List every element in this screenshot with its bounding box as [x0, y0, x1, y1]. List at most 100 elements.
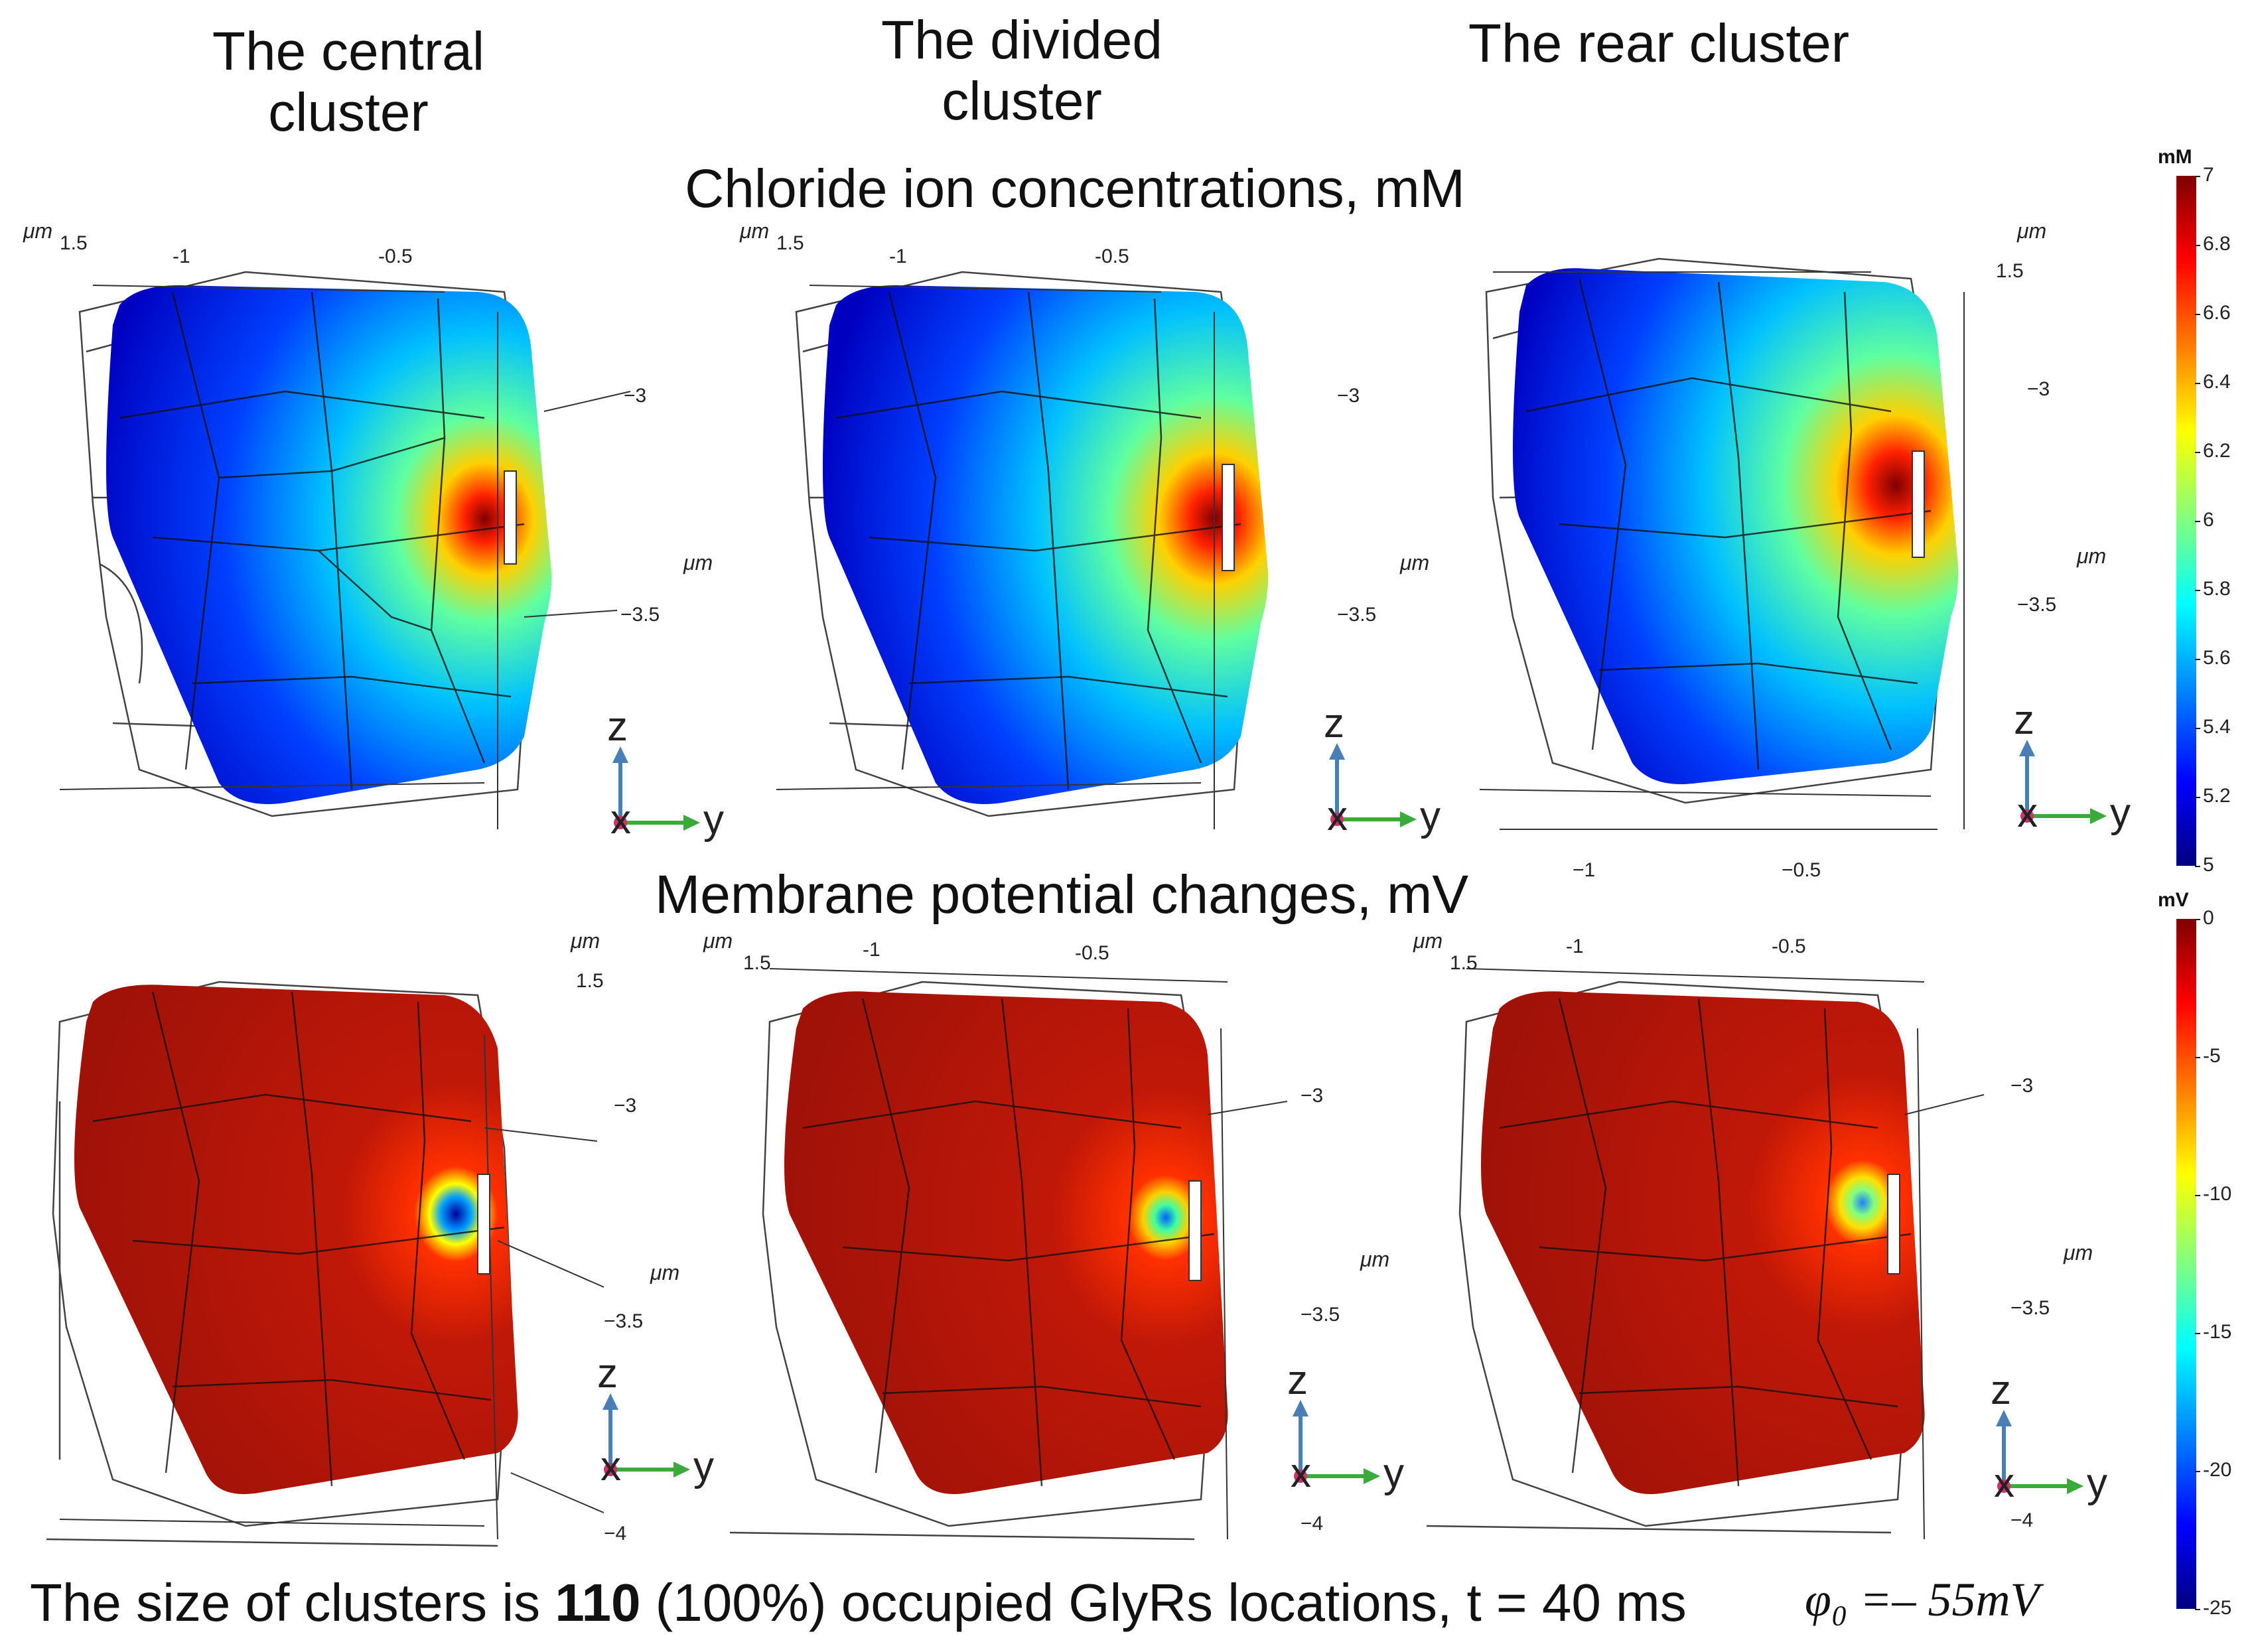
tick-y-neg05: -0.5 [1772, 935, 1806, 957]
tick-z-neg3: −3 [614, 1095, 637, 1117]
axis-triad: z x y [1997, 697, 2150, 843]
colorbar-chloride-gradient [2176, 176, 2196, 866]
axis-triad: z x y [1307, 700, 1460, 846]
colorbar-potential-tick-label: -10 [2203, 1183, 2232, 1205]
colorbar-chloride-tick-mark [2195, 521, 2200, 522]
panel-potential-rear: μm 1.5 -1 -0.5 −3 μm −3.5 −4 [1400, 929, 2097, 1566]
triad-z-label: z [607, 704, 628, 750]
row-title-potential: Membrane potential changes, mV [654, 864, 1469, 925]
potential-central-plot [46, 981, 604, 1547]
unit-label: μm [740, 219, 770, 243]
tick-z-neg35: −3.5 [1301, 1304, 1340, 1326]
chloride-rear-plot [1479, 257, 1965, 830]
triad-y-label: y [1420, 793, 1441, 839]
colorbar-chloride-tick-label: 7 [2203, 164, 2214, 186]
tick-y-neg1: -1 [1566, 935, 1584, 957]
colorbar-chloride-tick-mark [2195, 245, 2200, 246]
colorbar-chloride-tick-mark [2195, 659, 2200, 660]
unit-label: μm [2064, 1241, 2093, 1265]
colorbar-chloride-tick-label: 6.4 [2203, 371, 2231, 393]
triad-z-label: z [1287, 1357, 1308, 1403]
colorbar-chloride-tick-mark [2195, 590, 2200, 591]
tick-y-neg1: -1 [173, 245, 190, 267]
triad-y-label: y [2110, 790, 2131, 836]
triad-x-label: x [1327, 793, 1348, 839]
row-title-chloride: Chloride ion concentrations, mM [685, 159, 1465, 219]
triad-y-label: y [2087, 1460, 2107, 1506]
tick-y-neg05: −0.5 [1782, 859, 1821, 881]
footer-text-post: (100%) occupied GlyRs locations, t = 40 … [640, 1573, 1687, 1632]
colorbar-chloride-tick-label: 5.6 [2203, 647, 2231, 669]
colorbar-chloride-tick-label: 6.8 [2203, 233, 2231, 255]
colorbar-chloride: mM 7 6.8 6.6 6.4 6.2 6 5.8 5.6 5.4 5.2 5 [2156, 146, 2249, 876]
unit-label: μm [683, 551, 713, 575]
tick-z-neg3: −3 [624, 385, 647, 407]
colorbar-potential-tick-label: -15 [2203, 1321, 2232, 1343]
footer-caption: The size of clusters is 110 (100%) occup… [30, 1572, 1687, 1633]
colorbar-potential-unit: mV [2158, 889, 2189, 911]
potential-divided-plot [729, 968, 1288, 1541]
colorbar-chloride-tick-label: 5.4 [2203, 716, 2231, 738]
tick-top: 1.5 [743, 952, 771, 974]
colorbar-chloride-tick-label: 6.2 [2203, 440, 2231, 462]
panel-chloride-rear: μm 1.5 −3 μm −3.5 −1 −0.5 [1420, 219, 2117, 896]
tick-top: 1.5 [776, 232, 804, 254]
colorbar-chloride-tick-mark [2195, 452, 2200, 453]
triad-y-label: y [703, 797, 724, 843]
tick-z-neg4: −4 [604, 1523, 627, 1545]
footer-text-pre: The size of clusters is [30, 1573, 555, 1632]
unit-label: μm [1413, 929, 1443, 953]
tick-y-neg05: -0.5 [1075, 942, 1109, 964]
triad-x-label: x [1291, 1450, 1311, 1496]
colorbar-potential: mV 0 -5 -10 -15 -20 -25 [2156, 889, 2249, 1619]
triad-x-label: x [600, 1444, 621, 1489]
colorbar-potential-tick-label: -20 [2203, 1459, 2232, 1481]
axis-triad: z x y [591, 703, 743, 849]
triad-z-label: z [2014, 697, 2034, 743]
column-title-rear: The rear cluster [1468, 13, 1850, 74]
potential-rear-plot [1426, 968, 1985, 1540]
tick-top: 1.5 [576, 970, 604, 992]
colorbar-potential-tick-mark [2195, 1609, 2200, 1610]
colorbar-chloride-unit: mM [2158, 146, 2192, 168]
colorbar-potential-tick-mark [2195, 1333, 2200, 1334]
triad-x-label: x [610, 797, 631, 843]
tick-y-neg05: -0.5 [1095, 245, 1129, 267]
colorbar-chloride-tick-mark [2195, 383, 2200, 384]
unit-label: μm [2077, 544, 2107, 568]
tick-z-neg4: −4 [2010, 1509, 2034, 1531]
triad-x-label: x [1994, 1460, 2014, 1506]
tick-z-neg35: −3.5 [2017, 594, 2057, 616]
colorbar-chloride-tick-mark [2195, 176, 2200, 177]
unit-label: μm [703, 929, 733, 953]
colorbar-chloride-tick-mark [2195, 314, 2200, 315]
column-title-central: The central cluster [212, 21, 485, 143]
axis-triad: z x y [581, 1350, 733, 1496]
resting-potential-formula: φ₀ =– 55mV [1805, 1573, 2040, 1626]
colorbar-chloride-tick-label: 5.8 [2203, 578, 2231, 600]
tick-z-neg4: −4 [1301, 1513, 1324, 1535]
chloride-divided-plot [776, 271, 1269, 829]
tick-z-neg35: −3.5 [2010, 1297, 2050, 1319]
colorbar-potential-gradient [2176, 919, 2196, 1609]
colorbar-chloride-tick-label: 5 [2203, 854, 2214, 876]
triad-x-label: x [2017, 790, 2038, 836]
colorbar-potential-tick-mark [2195, 919, 2200, 920]
tick-z-neg3: −3 [2010, 1075, 2034, 1097]
tick-y-neg1: -1 [889, 245, 907, 267]
colorbar-potential-tick-mark [2195, 1195, 2200, 1196]
triad-z-label: z [597, 1351, 618, 1397]
tick-y-neg05: -0.5 [378, 245, 413, 267]
footer-cluster-size: 110 [555, 1573, 641, 1632]
unit-label: μm [650, 1261, 680, 1284]
unit-label: μm [2017, 219, 2047, 243]
chloride-central-plot [59, 271, 631, 829]
colorbar-potential-tick-label: 0 [2203, 907, 2214, 929]
colorbar-chloride-tick-mark [2195, 728, 2200, 729]
triad-y-label: y [1383, 1450, 1404, 1496]
tick-z-neg35: −3.5 [620, 604, 660, 626]
tick-z-neg3: −3 [1337, 385, 1360, 407]
unit-label: μm [1400, 551, 1430, 575]
tick-y-neg1: -1 [863, 939, 880, 961]
colorbar-potential-tick-label: -5 [2203, 1045, 2221, 1067]
